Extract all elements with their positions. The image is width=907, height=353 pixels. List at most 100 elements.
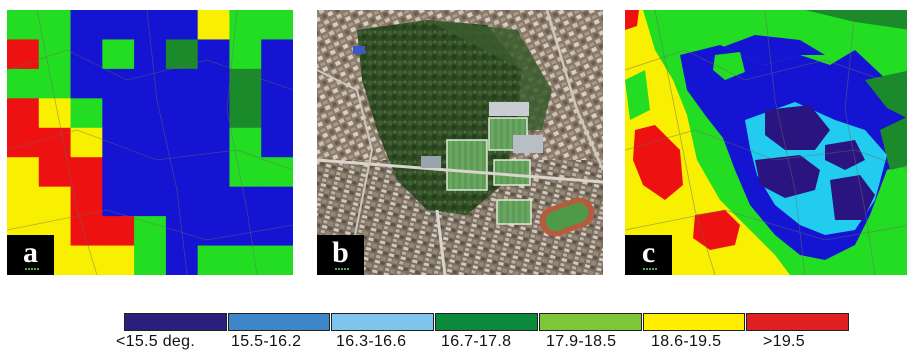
panel-b-letter: b — [332, 236, 349, 269]
grid-cell — [7, 127, 40, 158]
legend-label-2: 15.5-16.2 — [231, 333, 302, 350]
grid-cell — [197, 39, 230, 70]
grid-cell — [70, 98, 103, 129]
panel-b-satellite-photo: b — [317, 10, 603, 275]
grid-cell — [134, 245, 167, 275]
legend-swatch-7 — [746, 313, 850, 331]
coarse-grid-map — [7, 10, 293, 275]
grid-cell — [70, 10, 103, 40]
grid-cell — [102, 39, 135, 70]
panel-a-coarse-grid: a — [7, 10, 293, 275]
grid-cell — [165, 127, 199, 158]
grid-cell — [7, 68, 40, 99]
grid-cell — [102, 216, 135, 247]
fine-temperature-map — [625, 10, 907, 275]
grid-cell — [134, 157, 167, 188]
grid-cell — [134, 10, 167, 40]
grid-cell — [38, 157, 72, 188]
grid-cell — [70, 68, 103, 99]
grid-cell — [38, 68, 72, 99]
grid-cell — [229, 39, 262, 70]
grid-cell — [102, 98, 135, 129]
grid-cell — [134, 186, 167, 217]
grid-cell — [197, 186, 230, 217]
grid-cell — [197, 98, 230, 129]
panel-c-underline — [643, 268, 657, 270]
grid-cell — [165, 245, 199, 275]
grid-cell — [229, 245, 262, 275]
grid-cell — [261, 157, 293, 188]
grid-cell — [197, 10, 230, 40]
legend-label-1: <15.5 deg. — [116, 333, 196, 350]
grid-cell — [261, 39, 293, 70]
grid-cell — [38, 10, 72, 40]
grid-cell — [134, 68, 167, 99]
grid-cell — [261, 216, 293, 247]
grid-cell — [197, 216, 230, 247]
grid-cell — [261, 127, 293, 158]
grid-cell — [165, 10, 199, 40]
panel-c-fine-map: c — [625, 10, 907, 275]
street-line — [7, 129, 293, 171]
grid-cell — [102, 68, 135, 99]
grid-cell — [165, 39, 199, 70]
grid-cell — [134, 39, 167, 70]
panel-b-underline — [335, 268, 349, 270]
grid-cell — [102, 245, 135, 275]
grid-cell — [102, 186, 135, 217]
legend-label-5: 17.9-18.5 — [546, 333, 617, 350]
grid-cell — [261, 10, 293, 40]
grid-cell — [134, 98, 167, 129]
grid-cell — [261, 98, 293, 129]
grid-cell — [70, 157, 103, 188]
grid-cell — [7, 157, 40, 188]
grid-cell — [7, 98, 40, 129]
grid-cell — [70, 245, 103, 275]
street-line — [36, 10, 98, 275]
legend-label-7: >19.5 — [763, 333, 805, 350]
grid-cell — [7, 10, 40, 40]
grid-cell — [165, 68, 199, 99]
grid-cell — [197, 245, 230, 275]
grid-cell — [102, 157, 135, 188]
panel-a-label: a — [7, 235, 54, 275]
grid-cell — [197, 157, 230, 188]
grid-cell — [134, 216, 167, 247]
panel-b-label: b — [317, 235, 364, 275]
grid-cell — [38, 127, 72, 158]
grid-cell — [102, 127, 135, 158]
grid-cell — [165, 98, 199, 129]
street-line — [226, 10, 258, 275]
legend-swatch-5 — [538, 313, 642, 331]
grid-cell — [134, 127, 167, 158]
legend-swatch-2 — [227, 313, 331, 331]
grid-cell — [165, 157, 199, 188]
grid-cell — [261, 245, 293, 275]
grid-cell — [261, 68, 293, 99]
legend-labels: <15.5 deg. 15.5-16.2 16.3-16.6 16.7-17.8… — [116, 333, 861, 353]
panel-c-letter: c — [641, 236, 656, 269]
grid-cell — [229, 157, 262, 188]
legend-swatch-4 — [435, 313, 538, 331]
grid-cell — [7, 186, 40, 217]
legend-swatch-1 — [124, 313, 227, 331]
color-legend: <15.5 deg. 15.5-16.2 16.3-16.6 16.7-17.8… — [116, 313, 850, 353]
legend-swatch-6 — [642, 313, 746, 331]
grid-cell — [229, 98, 262, 129]
grid-cell — [38, 186, 72, 217]
satellite-image — [317, 10, 603, 275]
legend-color-bar — [124, 313, 850, 331]
legend-label-4: 16.7-17.8 — [441, 333, 512, 350]
grid-cell — [102, 10, 135, 40]
panel-c-label: c — [625, 235, 672, 275]
panel-a-letter: a — [23, 236, 38, 269]
legend-label-6: 18.6-19.5 — [651, 333, 722, 350]
grid-cell — [165, 186, 199, 217]
grid-cell — [197, 68, 230, 99]
grid-cell — [38, 98, 72, 129]
legend-label-3: 16.3-16.6 — [336, 333, 407, 350]
legend-swatch-3 — [331, 313, 435, 331]
panel-a-underline — [25, 268, 39, 270]
grid-cell — [261, 186, 293, 217]
street-line — [7, 209, 293, 241]
